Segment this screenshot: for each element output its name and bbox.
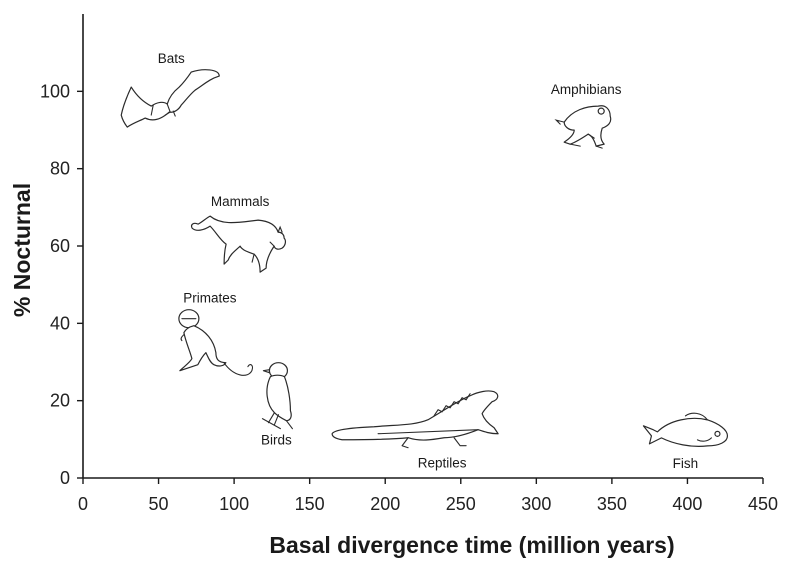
point-label: Mammals bbox=[211, 194, 270, 209]
y-tick-label: 0 bbox=[60, 468, 70, 488]
x-tick-label: 200 bbox=[370, 494, 400, 514]
x-tick-label: 450 bbox=[748, 494, 778, 514]
bat-icon bbox=[120, 69, 220, 128]
data-marks: Bats Mammals Primates Birds Reptiles Amphibia… bbox=[120, 51, 729, 471]
x-axis-title: Basal divergence time (million years) bbox=[269, 532, 674, 558]
y-tick-label: 20 bbox=[50, 391, 70, 411]
x-tick-label: 100 bbox=[219, 494, 249, 514]
point-label: Primates bbox=[183, 291, 237, 306]
point-label: Reptiles bbox=[418, 456, 467, 471]
y-tick-label: 80 bbox=[50, 159, 70, 179]
x-tick-label: 50 bbox=[149, 494, 169, 514]
x-tick-label: 150 bbox=[295, 494, 325, 514]
y-tick-label: 60 bbox=[50, 236, 70, 256]
x-tick-label: 0 bbox=[78, 494, 88, 514]
monkey-icon bbox=[178, 309, 253, 376]
bird-icon bbox=[261, 362, 293, 430]
y-tick-label: 40 bbox=[50, 313, 70, 333]
point-label: Amphibians bbox=[551, 82, 622, 97]
x-tick-label: 250 bbox=[446, 494, 476, 514]
y-axis-title: % Nocturnal bbox=[9, 183, 35, 317]
x-tick-label: 350 bbox=[597, 494, 627, 514]
cougar-icon bbox=[191, 215, 287, 273]
y-ticks: 0 20 40 60 80 100 bbox=[40, 81, 83, 488]
point-label: Bats bbox=[158, 51, 185, 66]
frog-icon bbox=[554, 105, 612, 149]
x-tick-label: 300 bbox=[521, 494, 551, 514]
point-label: Birds bbox=[261, 433, 292, 448]
x-tick-label: 400 bbox=[672, 494, 702, 514]
y-tick-label: 100 bbox=[40, 81, 70, 101]
fish-icon bbox=[642, 412, 729, 447]
x-ticks: 0 50 100 150 200 250 300 350 400 450 bbox=[78, 478, 778, 514]
lizard-icon bbox=[331, 390, 499, 449]
point-label: Fish bbox=[673, 456, 699, 471]
